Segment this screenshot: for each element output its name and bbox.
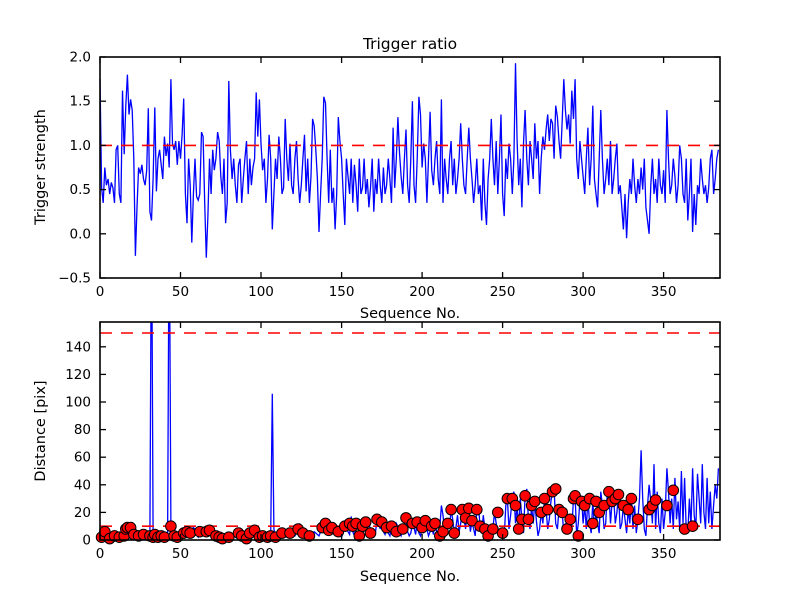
detection-marker xyxy=(165,520,177,533)
detection-marker xyxy=(561,523,573,535)
y-tick-label: 20 xyxy=(74,505,91,521)
x-tick-label: 350 xyxy=(651,546,677,562)
detection-marker xyxy=(158,531,171,544)
detection-marker xyxy=(529,495,541,508)
detection-marker xyxy=(445,503,457,516)
detection-marker xyxy=(522,513,535,526)
detection-marker xyxy=(556,506,569,519)
x-tick-label: 50 xyxy=(172,546,189,562)
detection-marker xyxy=(564,513,577,526)
x-tick-label: 0 xyxy=(96,546,105,562)
bottom-axes: 0 50 100 150 200 250 300 350 0 20 40 60 80 100 120 140 xyxy=(65,321,721,562)
detection-marker xyxy=(397,523,409,535)
top-axes: 0 50 100 150 200 250 300 350 2.0 1.5 1.0 0.5 0.0 −0.5 xyxy=(58,50,721,300)
detection-marker xyxy=(442,517,454,530)
detection-marker xyxy=(587,517,599,530)
detection-marker xyxy=(487,523,499,535)
x-tick-label: 200 xyxy=(409,284,435,300)
detection-marker xyxy=(492,506,504,519)
detection-marker xyxy=(223,531,235,544)
bottom-y-axis-label: Distance [pix] xyxy=(33,380,49,481)
detection-marker xyxy=(184,527,196,539)
detection-marker xyxy=(448,527,461,539)
detection-marker xyxy=(541,503,554,516)
y-tick-label: 120 xyxy=(65,367,91,383)
x-tick-label: 150 xyxy=(329,546,355,562)
detection-marker xyxy=(686,520,699,533)
x-tick-label: 150 xyxy=(329,284,355,300)
detection-marker xyxy=(549,483,562,495)
x-tick-label: 100 xyxy=(248,546,274,562)
top-y-axis-label: Trigger strength xyxy=(33,109,49,226)
detection-marker xyxy=(466,514,478,527)
y-tick-label: 140 xyxy=(65,339,91,355)
y-tick-label: 40 xyxy=(74,477,91,493)
y-tick-label: 100 xyxy=(65,395,91,411)
x-tick-label: 350 xyxy=(651,284,677,300)
y-tick-label: 60 xyxy=(74,450,91,466)
detection-marker xyxy=(661,499,673,512)
detection-marker xyxy=(512,523,525,535)
bottom-x-axis-label: Sequence No. xyxy=(360,569,460,585)
x-tick-label: 250 xyxy=(490,284,516,300)
x-tick-label: 100 xyxy=(248,284,274,300)
detection-marker xyxy=(612,488,625,501)
y-tick-label: −0.5 xyxy=(58,271,91,287)
y-tick-label: 2.0 xyxy=(70,50,91,66)
y-tick-label: 0.5 xyxy=(70,182,91,198)
x-tick-label: 300 xyxy=(570,284,596,300)
y-tick-label: 1.0 xyxy=(70,138,91,154)
x-tick-label: 250 xyxy=(490,546,516,562)
detection-marker xyxy=(303,530,316,542)
x-tick-label: 50 xyxy=(172,284,189,300)
data-line xyxy=(99,63,720,258)
detection-marker xyxy=(649,494,662,506)
detection-marker xyxy=(429,517,441,530)
axes-frame xyxy=(99,56,721,279)
detection-marker xyxy=(364,527,377,539)
detection-marker xyxy=(632,513,644,526)
detection-marker xyxy=(509,499,522,512)
plot-title: Trigger ratio xyxy=(362,35,457,53)
y-tick-label: 1.5 xyxy=(70,94,91,110)
detection-marker xyxy=(622,503,635,516)
y-tick-label: 80 xyxy=(74,422,91,438)
detection-marker xyxy=(667,484,680,497)
detection-marker xyxy=(359,516,372,528)
detection-marker xyxy=(538,492,551,505)
x-tick-label: 300 xyxy=(570,546,596,562)
y-tick-label: 0.0 xyxy=(70,226,91,242)
detection-marker xyxy=(519,490,531,502)
detection-marker xyxy=(471,503,483,516)
top-x-axis-label: Sequence No. xyxy=(360,306,460,322)
x-tick-label: 200 xyxy=(409,546,435,562)
x-tick-label: 0 xyxy=(96,284,105,300)
y-tick-label: 0 xyxy=(82,533,91,549)
axes-frame xyxy=(99,321,721,541)
detection-marker xyxy=(625,492,638,505)
